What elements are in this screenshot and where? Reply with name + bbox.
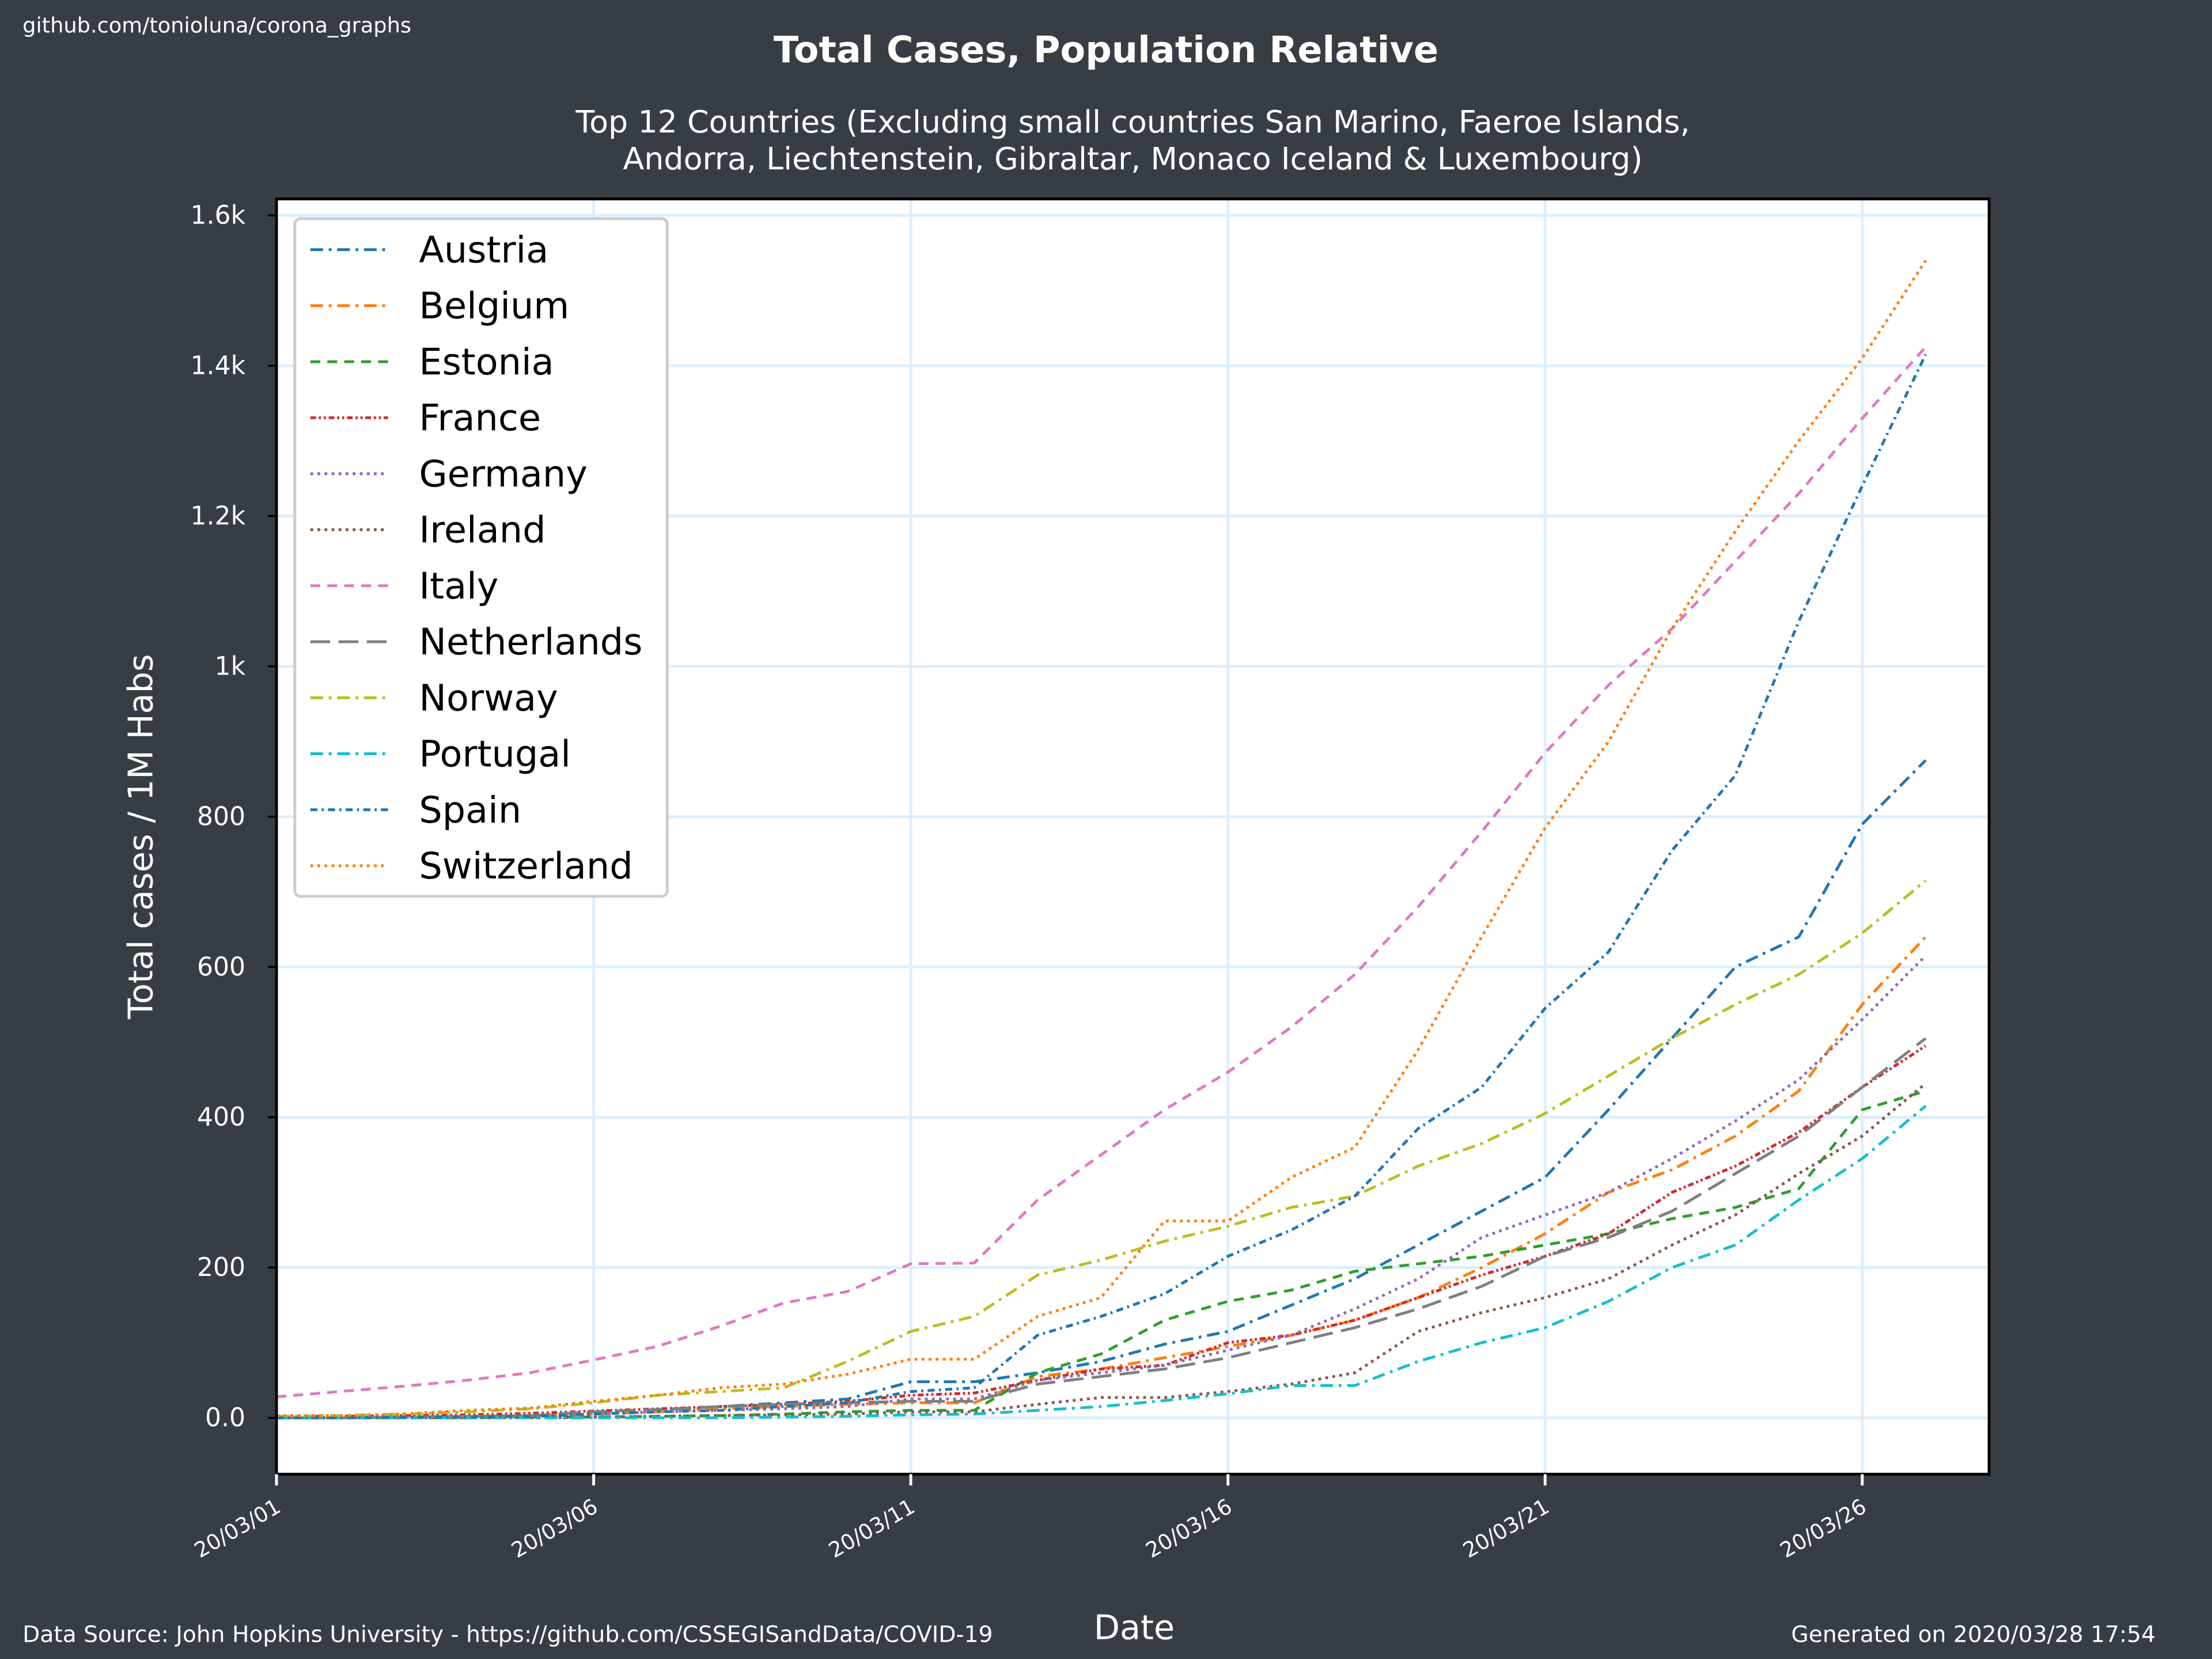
legend-label: Portugal: [419, 733, 571, 776]
legend-label: France: [419, 397, 541, 440]
series-line: [276, 955, 1927, 1419]
series-line: [276, 1044, 1927, 1418]
y-tick-label: 1k: [215, 652, 246, 681]
series-line: [276, 354, 1927, 1419]
legend-label: Germany: [419, 453, 588, 495]
chart-subtitle: Top 12 Countries (Excluding small countr…: [575, 104, 1690, 140]
y-axis-label: Total cases / 1M Habs: [120, 654, 160, 1020]
y-tick-label: 600: [197, 952, 245, 982]
y-tick-label: 400: [197, 1103, 245, 1132]
y-tick-label: 1.6k: [190, 201, 245, 230]
chart-title: Total Cases, Population Relative: [774, 29, 1438, 71]
source-link: github.com/tonioluna/corona_graphs: [22, 13, 411, 37]
series-line: [276, 935, 1927, 1419]
series-line: [276, 1082, 1927, 1419]
series-line: [276, 1037, 1927, 1419]
y-tick-label: 0.0: [205, 1403, 245, 1433]
legend-label: Italy: [419, 565, 498, 608]
legend-label: Netherlands: [419, 621, 642, 664]
y-tick-label: 800: [197, 802, 245, 831]
footer-generated: Generated on 2020/03/28 17:54: [1791, 1622, 2156, 1648]
legend-label: Switzerland: [419, 845, 632, 888]
series-line: [276, 346, 1927, 1399]
legend-box: [293, 217, 669, 898]
legend-label: Estonia: [419, 341, 554, 384]
legend-label: Belgium: [419, 285, 569, 328]
x-axis-label: Date: [1094, 1608, 1175, 1647]
chart-subtitle: Andorra, Liechtenstein, Gibraltar, Monac…: [623, 141, 1642, 177]
legend-label: Austria: [419, 229, 548, 272]
series-line: [276, 879, 1927, 1418]
legend-label: Spain: [419, 789, 521, 832]
y-tick-label: 1.4k: [190, 351, 245, 381]
footer-source: Data Source: John Hopkins University - h…: [22, 1622, 993, 1648]
y-tick-label: 200: [197, 1253, 245, 1282]
series-line: [276, 259, 1927, 1417]
y-tick-label: 1.2k: [190, 502, 245, 531]
legend-label: Norway: [419, 677, 558, 719]
series-line: [276, 1105, 1927, 1419]
legend-label: Ireland: [419, 509, 546, 552]
plot-frame: [275, 197, 1991, 1476]
